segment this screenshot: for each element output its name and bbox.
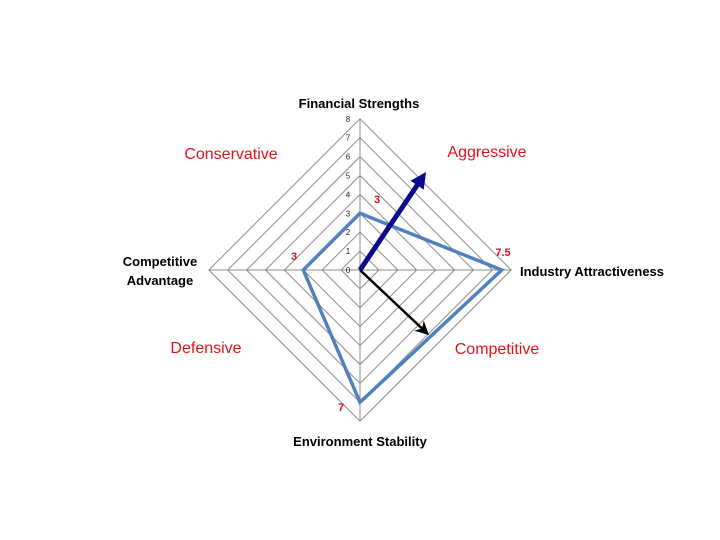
vectors — [357, 171, 430, 336]
data-label-competitive-advantage: 3 — [291, 251, 297, 263]
tick-label-5: 5 — [346, 172, 351, 181]
axis-label-competitive-advantage-line-1: Competitive — [123, 254, 197, 269]
data-label-environment-stability: 7 — [338, 402, 344, 414]
series-polygon-0 — [301, 211, 505, 406]
labels: Financial Strengths Industry Attractiven… — [123, 96, 664, 449]
data-label-financial-strengths: 3 — [374, 194, 380, 206]
series — [301, 211, 505, 406]
tick-label-0: 0 — [346, 266, 351, 275]
tick-label-7: 7 — [346, 134, 351, 143]
tick-label-4: 4 — [346, 190, 351, 199]
tick-label-3: 3 — [346, 209, 351, 218]
quadrant-label-conservative: Conservative — [184, 146, 277, 163]
tick-label-6: 6 — [346, 153, 351, 162]
quadrant-label-defensive: Defensive — [170, 340, 241, 357]
tick-label-1: 1 — [346, 247, 351, 256]
quadrant-label-competitive: Competitive — [455, 341, 540, 358]
vector-arrow-bottom-right — [359, 269, 430, 336]
quadrant-label-aggressive: Aggressive — [447, 144, 526, 161]
tick-label-2: 2 — [346, 228, 351, 237]
data-label-industry-attractiveness: 7.5 — [495, 247, 510, 259]
vector-arrow-top-right — [357, 171, 427, 272]
tick-label-8: 8 — [346, 115, 351, 124]
tick-labels: 0 1 2 3 4 5 6 7 8 — [346, 115, 351, 275]
axis-label-competitive-advantage-line-2: Advantage — [127, 273, 193, 288]
axis-label-financial-strengths: Financial Strengths — [299, 96, 420, 111]
axis-label-environment-stability: Environment Stability — [293, 434, 427, 449]
axis-label-industry-attractiveness: Industry Attractiveness — [520, 264, 664, 279]
